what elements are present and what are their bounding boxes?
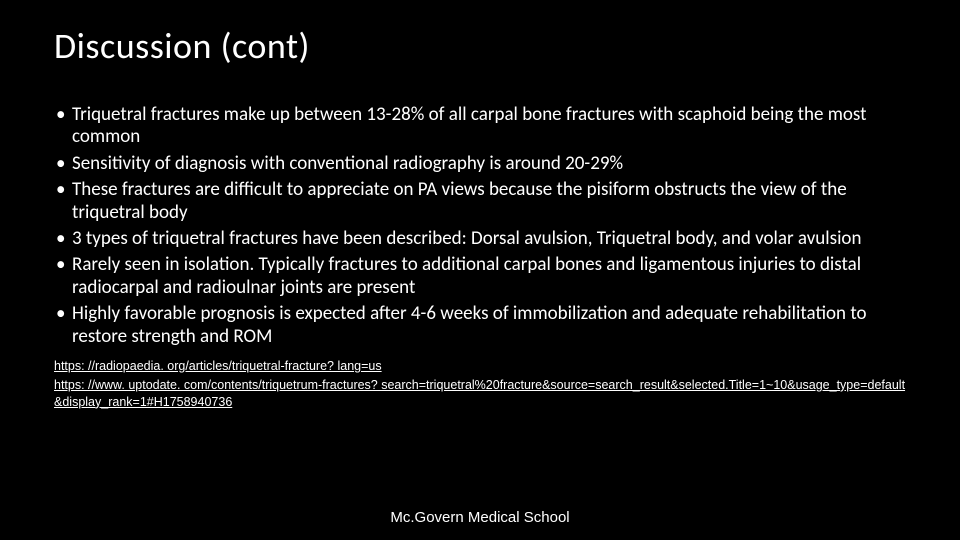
list-item: • 3 types of triquetral fractures have b… — [54, 228, 906, 250]
bullet-text: Triquetral fractures make up between 13-… — [72, 104, 906, 149]
slide-title: Discussion (cont) — [54, 24, 906, 68]
list-item: • These fractures are difficult to appre… — [54, 179, 906, 224]
list-item: • Triquetral fractures make up between 1… — [54, 104, 906, 149]
bullet-text: These fractures are difficult to appreci… — [72, 179, 906, 224]
bullet-text: Rarely seen in isolation. Typically frac… — [72, 254, 906, 299]
list-item: • Sensitivity of diagnosis with conventi… — [54, 153, 906, 175]
bullet-text: 3 types of triquetral fractures have bee… — [72, 228, 906, 250]
bullet-marker: • — [54, 153, 72, 175]
bullet-text: Sensitivity of diagnosis with convention… — [72, 153, 906, 175]
bullet-marker: • — [54, 104, 72, 149]
slide: Discussion (cont) • Triquetral fractures… — [0, 0, 960, 540]
bullet-marker: • — [54, 228, 72, 250]
list-item: • Rarely seen in isolation. Typically fr… — [54, 254, 906, 299]
references: https: //radiopaedia. org/articles/triqu… — [54, 358, 906, 411]
bullet-marker: • — [54, 179, 72, 224]
reference-link[interactable]: https: //www. uptodate. com/contents/tri… — [54, 377, 906, 411]
bullet-list: • Triquetral fractures make up between 1… — [54, 104, 906, 348]
reference-link[interactable]: https: //radiopaedia. org/articles/triqu… — [54, 358, 906, 375]
bullet-marker: • — [54, 303, 72, 348]
bullet-text: Highly favorable prognosis is expected a… — [72, 303, 906, 348]
bullet-marker: • — [54, 254, 72, 299]
footer-text: Mc.Govern Medical School — [0, 509, 960, 526]
list-item: • Highly favorable prognosis is expected… — [54, 303, 906, 348]
